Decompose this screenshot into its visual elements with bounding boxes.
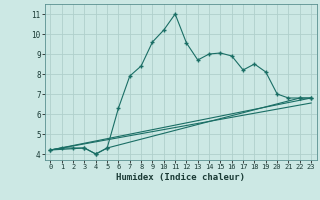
X-axis label: Humidex (Indice chaleur): Humidex (Indice chaleur) <box>116 173 245 182</box>
